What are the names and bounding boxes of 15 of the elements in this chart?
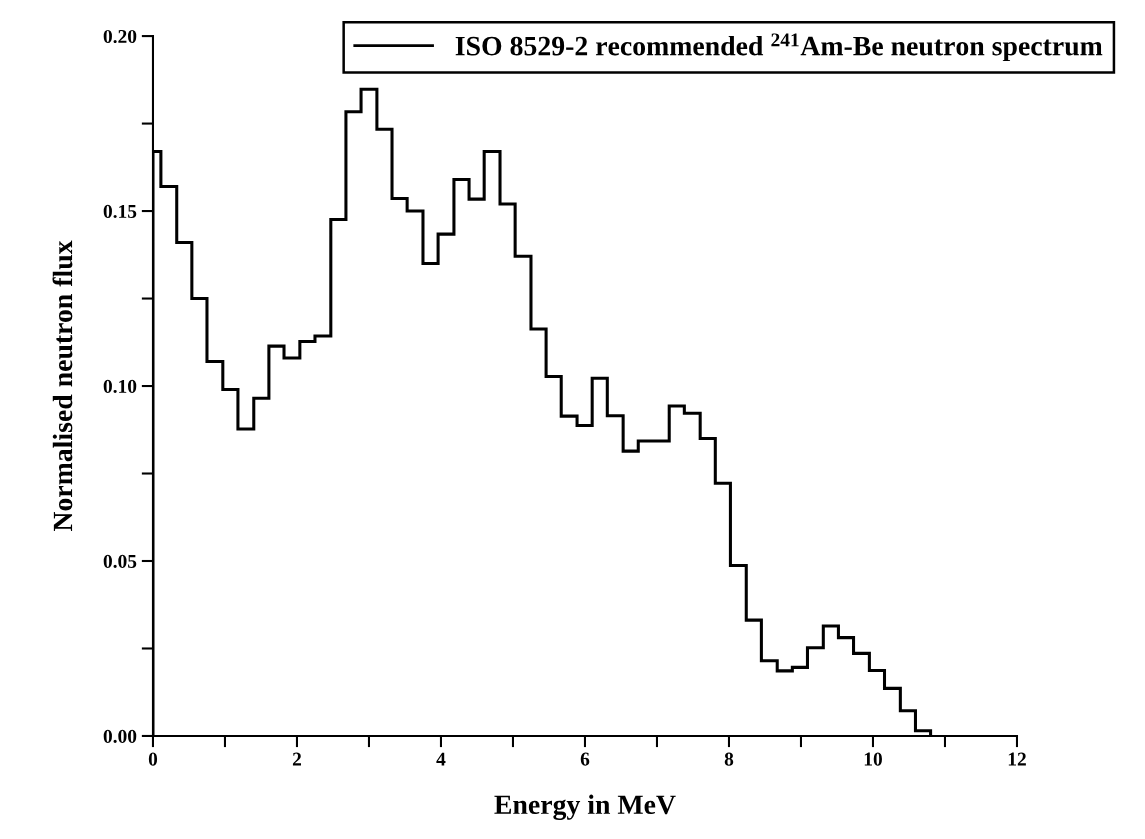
y-tick-label: 0.20 <box>103 29 137 44</box>
y-axis-title: Normalised neutron flux <box>52 240 73 532</box>
y-tick-label: 0.10 <box>103 379 137 394</box>
x-tick-label: 4 <box>436 752 446 766</box>
x-tick-label: 8 <box>724 752 734 766</box>
x-tick-label: 12 <box>1008 752 1026 766</box>
x-tick-label: 10 <box>864 752 882 766</box>
y-tick-label: 0.15 <box>103 204 137 219</box>
y-tick-label: 0.05 <box>103 554 137 569</box>
x-tick-label: 0 <box>148 752 158 766</box>
legend-label: ISO 8529-2 recommended $^{241}$Am-Be neutron spectrum <box>455 33 1103 62</box>
x-tick-label: 6 <box>580 752 590 766</box>
x-axis-title: Energy in MeV <box>494 794 676 820</box>
x-tick-label: 2 <box>292 752 301 766</box>
y-tick-label: 0.00 <box>103 729 137 743</box>
